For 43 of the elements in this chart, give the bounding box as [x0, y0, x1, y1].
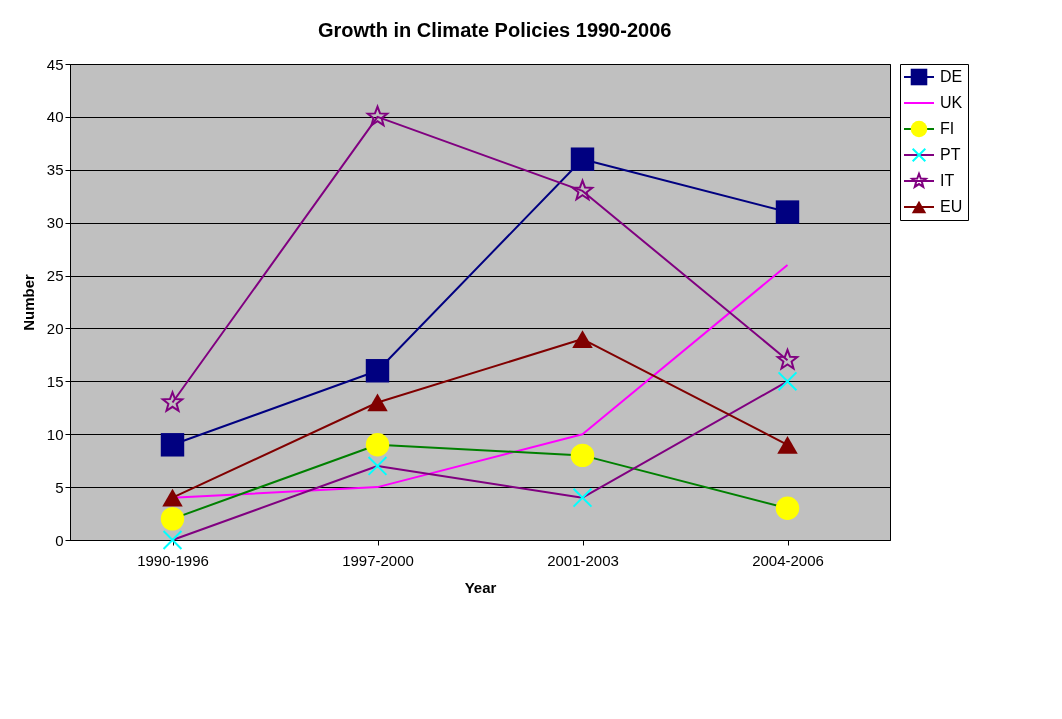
point	[367, 393, 388, 412]
y-axis-title: Number	[19, 274, 37, 331]
y-tick-label: 45	[46, 55, 64, 73]
point	[777, 435, 798, 454]
y-tick-label: 0	[55, 531, 64, 549]
chart-title: Growth in Climate Policies 1990-2006	[317, 18, 672, 41]
x-tick-label: 2004-2006	[752, 551, 824, 569]
y-tick-label: 35	[46, 161, 64, 179]
point	[570, 443, 595, 468]
point	[571, 179, 594, 201]
y-tick-label: 10	[46, 425, 64, 443]
point	[572, 487, 593, 508]
x-axis-title: Year	[464, 578, 497, 596]
legend-label: FI	[940, 120, 955, 137]
legend-label: DE	[940, 68, 963, 85]
y-tick-label: 40	[46, 108, 64, 126]
point	[367, 456, 388, 476]
y-tick-label: 15	[46, 372, 64, 390]
point	[160, 507, 185, 531]
y-tick-label: 30	[46, 214, 64, 232]
x-tick-label: 1997-2000	[342, 551, 414, 569]
point	[572, 330, 593, 348]
legend-label: PT	[940, 146, 961, 163]
legend-label: IT	[940, 172, 955, 189]
point	[366, 105, 389, 127]
y-tick-label: 25	[46, 267, 64, 285]
point	[162, 530, 183, 550]
point	[365, 359, 390, 383]
y-tick-label: 5	[55, 478, 64, 496]
point	[775, 496, 800, 520]
point	[777, 371, 798, 392]
legend-label: EU	[940, 198, 963, 215]
legend-label: UK	[940, 94, 963, 111]
point	[162, 488, 183, 507]
point	[160, 433, 185, 457]
point	[776, 348, 799, 370]
point	[570, 147, 595, 171]
x-tick-label: 2001-2003	[547, 551, 619, 569]
x-tick-label: 1990-1996	[137, 551, 209, 569]
point	[365, 433, 390, 457]
y-tick-label: 20	[46, 319, 64, 337]
point	[161, 391, 184, 412]
point	[775, 200, 800, 224]
